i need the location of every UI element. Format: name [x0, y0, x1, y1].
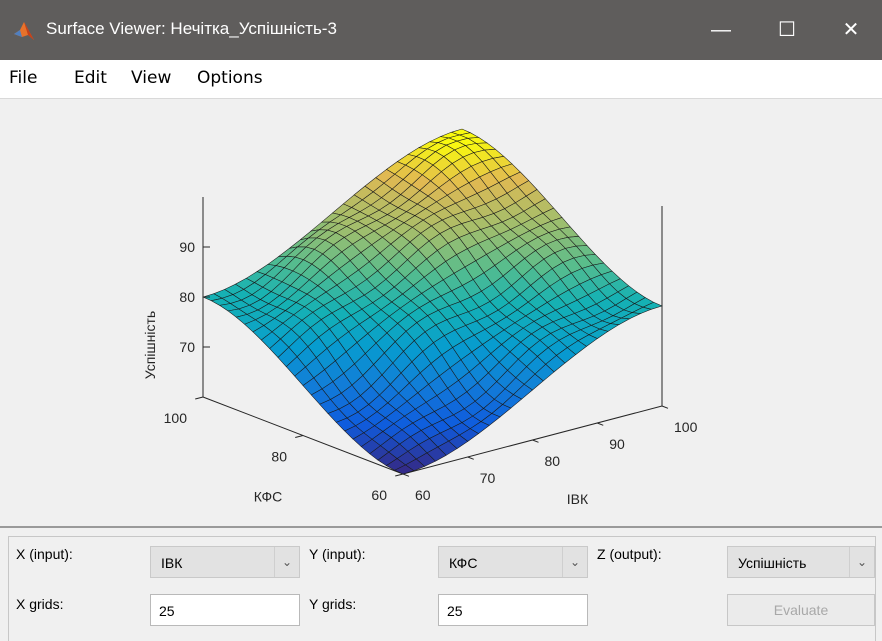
y-input-label: Y (input): — [309, 546, 366, 562]
x-axis-label: ІВК — [567, 491, 589, 507]
y-axis-label: КФС — [254, 489, 282, 505]
y-tick-mark — [195, 396, 204, 400]
x-input-select[interactable]: ІВК ⌄ — [150, 546, 300, 578]
chevron-down-icon: ⌄ — [274, 547, 299, 577]
panel-frame — [8, 536, 876, 641]
x-tick-label: 90 — [609, 436, 625, 452]
control-panel: X (input): ІВК ⌄ Y (input): КФС ⌄ Z (out… — [0, 526, 882, 641]
x-tick-label: 100 — [674, 419, 698, 435]
menu-options[interactable]: Options — [197, 68, 263, 88]
y-grids-field[interactable]: 25 — [438, 594, 588, 626]
chevron-down-icon: ⌄ — [562, 547, 587, 577]
x-tick-mark — [597, 422, 604, 426]
y-input-select[interactable]: КФС ⌄ — [438, 546, 588, 578]
menu-view[interactable]: View — [131, 68, 172, 88]
evaluate-button[interactable]: Evaluate — [727, 594, 875, 626]
y-tick-label: 100 — [164, 410, 188, 426]
matlab-icon — [14, 22, 34, 40]
y-input-value: КФС — [449, 555, 478, 571]
x-tick-label: 60 — [415, 487, 431, 503]
plot-area: 60 70 80 90 100 60 80 100 70 80 90 ІВК КФС Успішність — [0, 99, 882, 526]
menu-bar: File Edit View Options — [0, 60, 882, 99]
close-button[interactable]: ✕ — [842, 19, 860, 41]
x-grids-value: 25 — [159, 603, 175, 619]
y-tick-mark — [395, 473, 404, 477]
z-output-label: Z (output): — [597, 546, 662, 562]
window-title: Surface Viewer: Нечітка_Успішність-3 — [46, 19, 337, 38]
z-tick-label: 90 — [179, 239, 195, 255]
y-grids-label: Y grids: — [309, 596, 357, 612]
z-tick-label: 70 — [179, 339, 195, 355]
y-tick-mark — [295, 435, 304, 439]
z-output-value: Успішність — [738, 555, 807, 571]
x-tick-mark — [402, 473, 410, 477]
x-tick-mark — [467, 456, 474, 460]
menu-file[interactable]: File — [9, 68, 38, 88]
x-tick-label: 70 — [480, 470, 496, 486]
surface-plot[interactable]: 60 70 80 90 100 60 80 100 70 80 90 ІВК КФС Успішність — [0, 99, 882, 526]
y-tick-label: 80 — [271, 449, 287, 465]
menu-edit[interactable]: Edit — [74, 68, 107, 88]
x-input-label: X (input): — [16, 546, 73, 562]
chevron-down-icon: ⌄ — [849, 547, 874, 577]
minimize-button[interactable]: — — [711, 19, 731, 41]
x-tick-mark — [532, 439, 539, 443]
y-tick-label: 60 — [371, 487, 387, 503]
y-grids-value: 25 — [447, 603, 463, 619]
z-output-select[interactable]: Успішність ⌄ — [727, 546, 875, 578]
z-tick-label: 80 — [179, 289, 195, 305]
x-input-value: ІВК — [161, 555, 183, 571]
z-axis-label: Успішність — [142, 311, 158, 379]
x-tick-mark — [661, 405, 669, 409]
x-grids-field[interactable]: 25 — [150, 594, 300, 626]
maximize-button[interactable]: ☐ — [778, 19, 796, 41]
x-grids-label: X grids: — [16, 596, 64, 612]
x-tick-label: 80 — [545, 453, 561, 469]
title-bar: Surface Viewer: Нечітка_Успішність-3 — ☐… — [0, 0, 882, 60]
panel-divider — [0, 526, 882, 528]
surface-patch — [394, 464, 415, 475]
